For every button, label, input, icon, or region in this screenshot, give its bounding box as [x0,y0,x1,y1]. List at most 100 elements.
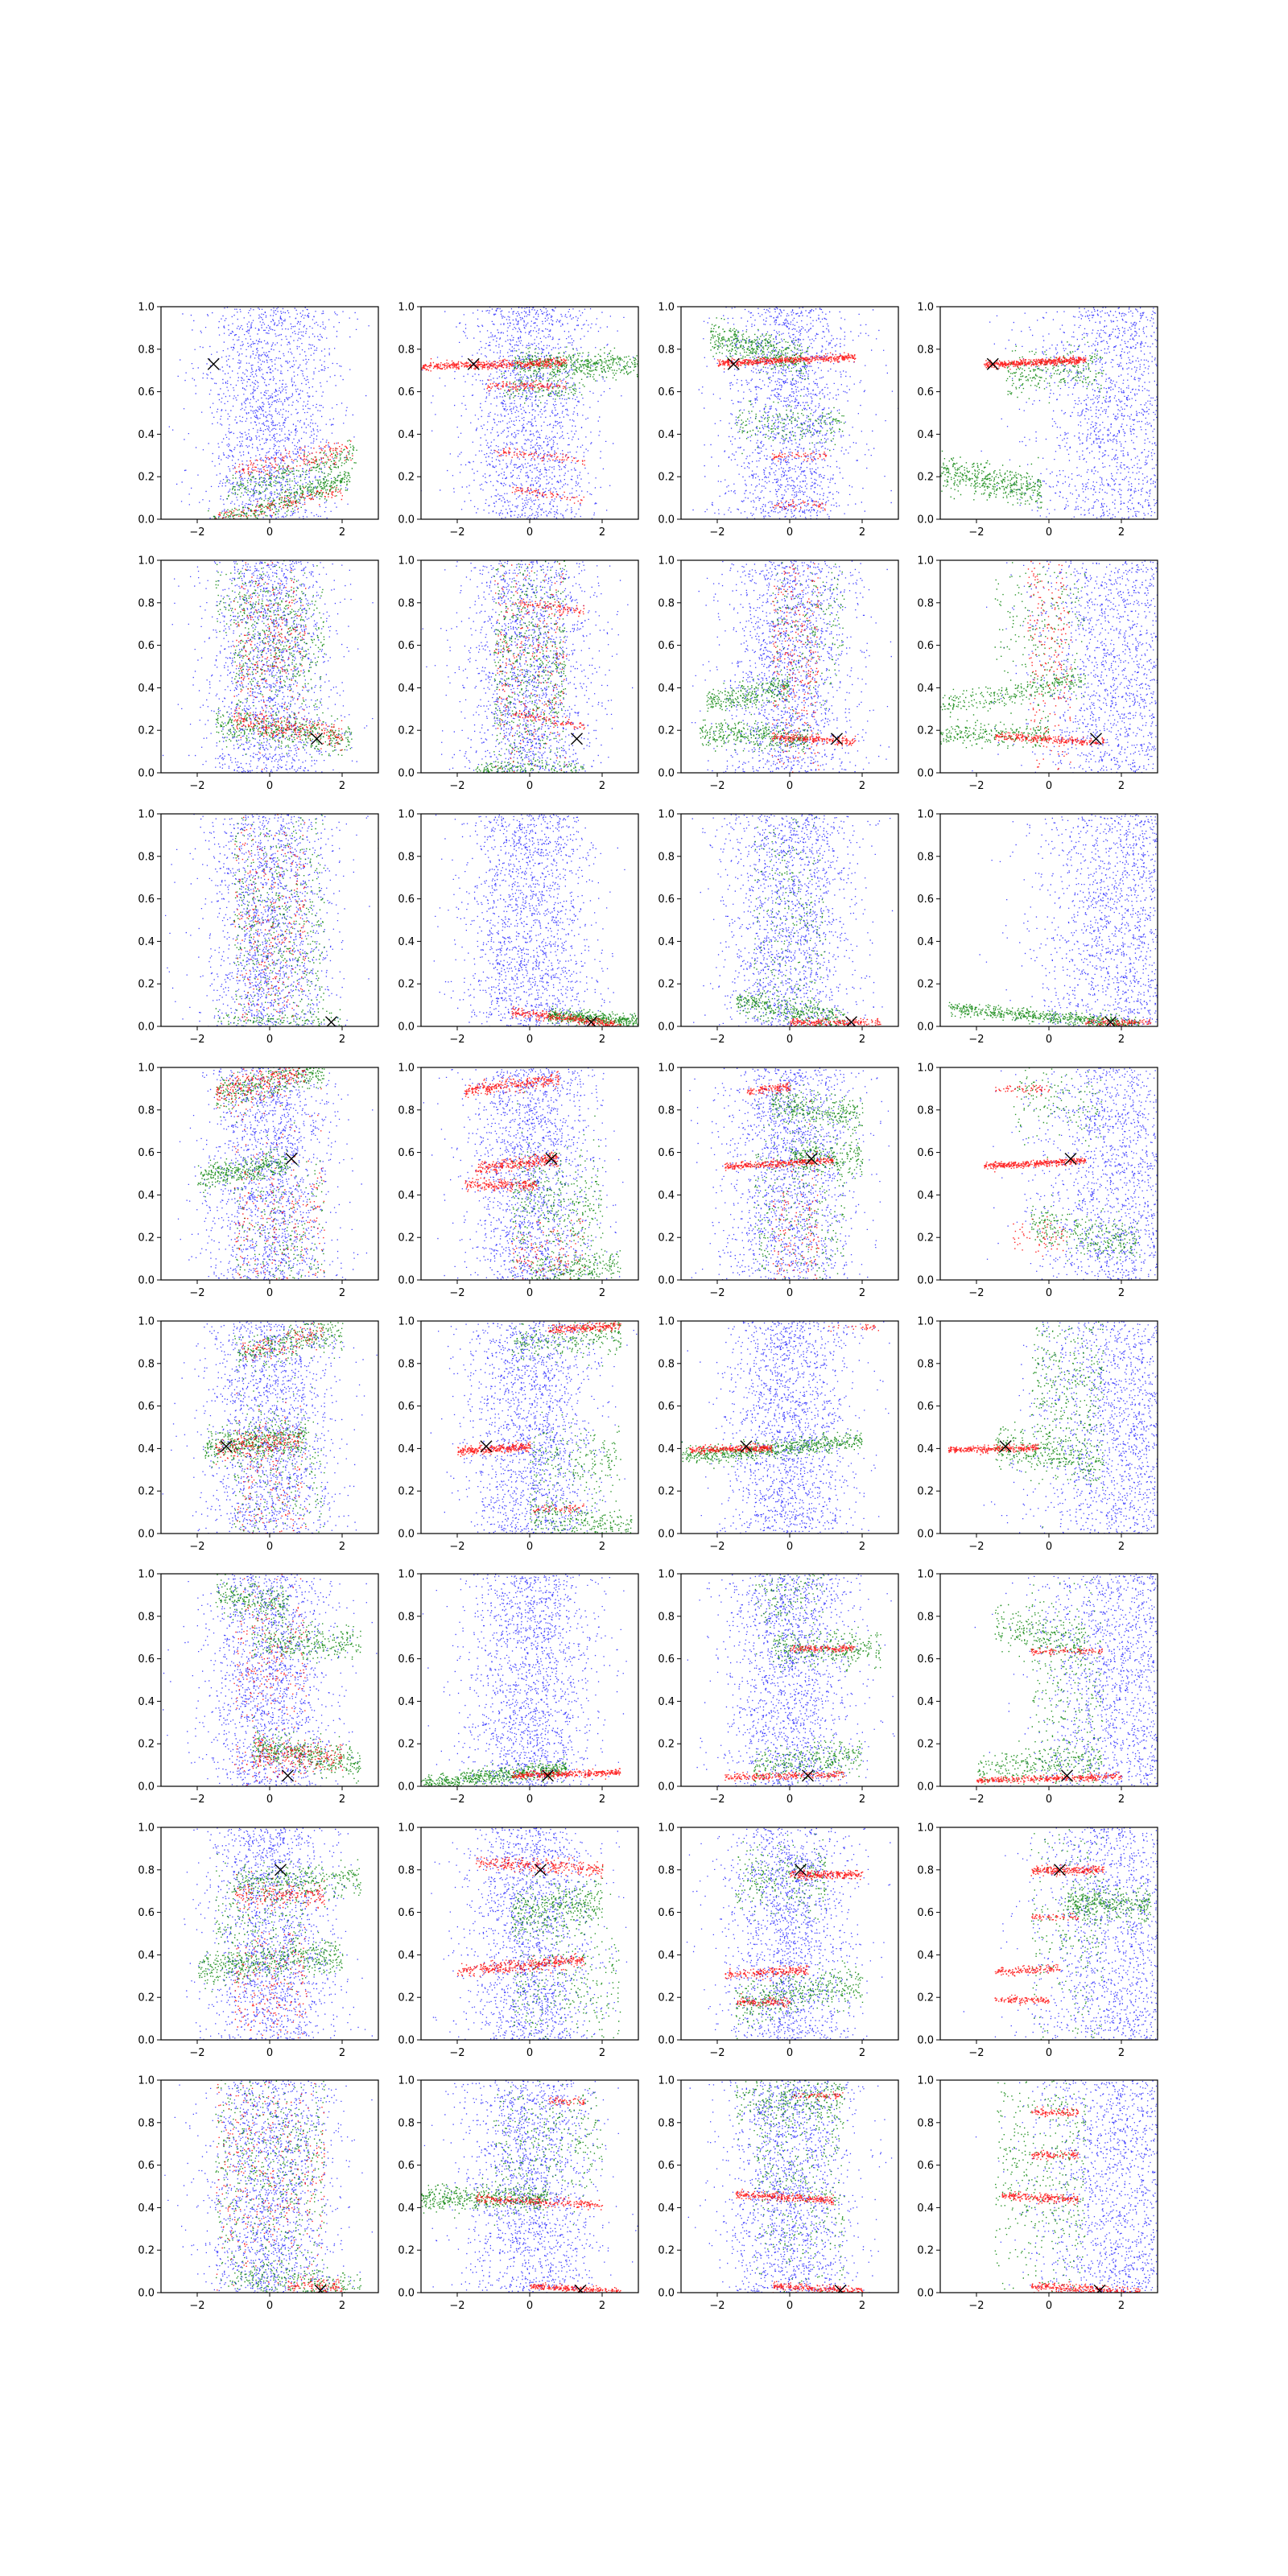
y-tick-label: 0.2 [917,1739,934,1751]
y-tick-label: 0.2 [138,1739,155,1751]
series-blue-points [675,1574,909,1787]
y-tick-label: 0.6 [398,640,415,652]
subplot-r3-c4: −2 0 20.00.20.40.60.81.0 [917,809,1271,1046]
subplot-r3-c2: −2 0 20.00.20.40.60.81.0 [398,809,639,1046]
y-tick-label: 0.8 [917,1104,934,1117]
x-tick-label: 2 [339,2300,345,2312]
x-tick-label: 2 [339,1541,345,1553]
y-tick-label: 0.2 [138,1232,155,1245]
subplot-r6-c1: −2 0 20.00.20.40.60.81.0 [138,1552,378,1806]
x-tick-label: 0 [1046,1794,1052,1806]
y-tick-label: 0.0 [658,2035,675,2047]
y-tick-label: 0.8 [138,344,155,356]
x-tick-label: 0 [266,2300,273,2312]
y-tick-label: 0.4 [138,1190,155,1202]
y-tick-label: 1.0 [138,1316,155,1328]
series-green-points [700,525,844,753]
y-tick-label: 0.0 [138,2288,155,2300]
axes-frame [421,1574,638,1786]
y-tick-label: 0.0 [138,1022,155,1034]
series-red-points [717,353,856,511]
y-tick-label: 0.2 [138,1486,155,1498]
y-tick-label: 0.8 [917,597,934,609]
y-tick-label: 1.0 [658,2075,675,2087]
x-tick-label: 0 [266,1794,273,1806]
x-tick-label: 2 [1118,1034,1125,1046]
series-blue-points [980,814,1272,1027]
y-tick-label: 0.6 [138,1653,155,1666]
y-tick-label: 0.6 [398,1907,415,1919]
axes-frame [940,1067,1158,1280]
series-blue-points [419,1067,642,1281]
x-tick-label: 2 [1118,2047,1125,2059]
y-tick-label: 0.8 [917,2117,934,2129]
x-tick-label: 0 [526,780,533,792]
series-red-points [216,1319,324,1605]
x-tick-label: −2 [709,2047,724,2059]
x-tick-label: 0 [1046,2300,1052,2312]
y-tick-label: 0.0 [398,1022,415,1034]
y-tick-label: 0.2 [917,725,934,737]
y-tick-label: 0.6 [398,894,415,906]
x-tick-label: 0 [786,780,793,792]
subplot-r4-c3: −2 0 20.00.20.40.60.81.0 [658,1063,898,1412]
y-tick-label: 0.8 [398,344,415,356]
x-tick-label: 2 [599,1794,605,1806]
y-tick-label: 1.0 [658,555,675,568]
y-tick-label: 1.0 [398,555,415,568]
y-tick-label: 0.6 [138,894,155,906]
x-tick-label: 0 [786,1541,793,1553]
y-tick-label: 0.2 [658,2245,675,2257]
y-tick-label: 0.4 [398,1950,415,1962]
y-tick-label: 0.0 [917,2288,934,2300]
y-tick-label: 1.0 [917,1063,934,1075]
y-tick-label: 0.4 [917,683,934,695]
y-tick-label: 0.0 [658,2288,675,2300]
y-tick-label: 0.2 [138,725,155,737]
x-tick-label: 0 [1046,1287,1052,1299]
series-blue-points [689,1067,890,1281]
y-tick-label: 1.0 [917,1316,934,1328]
y-tick-label: 0.8 [658,344,675,356]
y-tick-label: 0.4 [138,683,155,695]
y-tick-label: 0.6 [917,640,934,652]
series-blue-points [418,307,634,520]
y-tick-label: 0.6 [917,2160,934,2172]
y-tick-label: 0.0 [398,1781,415,1794]
y-tick-label: 0.6 [658,1653,675,1666]
x-tick-label: 0 [526,1541,533,1553]
y-tick-label: 0.8 [138,597,155,609]
y-tick-label: 0.4 [138,1696,155,1708]
y-tick-label: 0.2 [917,1232,934,1245]
y-tick-label: 0.8 [138,1104,155,1117]
y-tick-label: 0.8 [398,851,415,863]
y-tick-label: 0.0 [658,1781,675,1794]
x-tick-label: 0 [526,526,533,539]
axes-frame [421,2080,638,2293]
subplot-r8-c3: −2 0 20.00.20.40.60.81.0 [658,2010,900,2385]
x-tick-label: 2 [1118,780,1125,792]
axes-frame [940,814,1158,1026]
y-tick-label: 0.4 [658,936,675,948]
y-tick-label: 0.6 [138,1401,155,1413]
subplot-r5-c2: −2 0 20.00.20.40.60.81.0 [398,1310,648,1560]
x-tick-label: 2 [859,2047,865,2059]
y-tick-label: 1.0 [138,1823,155,1835]
x-tick-label: −2 [189,780,204,792]
y-tick-label: 0.6 [398,1401,415,1413]
y-tick-label: 0.0 [658,1529,675,1541]
subplot-r7-c3: −2 0 20.00.20.40.60.81.0 [658,1823,898,2060]
x-tick-label: 0 [1046,780,1052,792]
y-tick-label: 0.8 [398,2117,415,2129]
y-tick-label: 0.2 [658,472,675,484]
y-tick-label: 1.0 [138,302,155,314]
x-tick-label: −2 [968,1034,984,1046]
series-blue-points [163,1574,378,1787]
axes-frame [161,1067,378,1280]
marker-x [572,733,583,745]
x-tick-label: −2 [449,1287,464,1299]
y-tick-label: 0.6 [917,1401,934,1413]
axes-frame [940,1827,1158,2040]
y-tick-label: 0.0 [658,514,675,526]
x-tick-label: −2 [709,1034,724,1046]
